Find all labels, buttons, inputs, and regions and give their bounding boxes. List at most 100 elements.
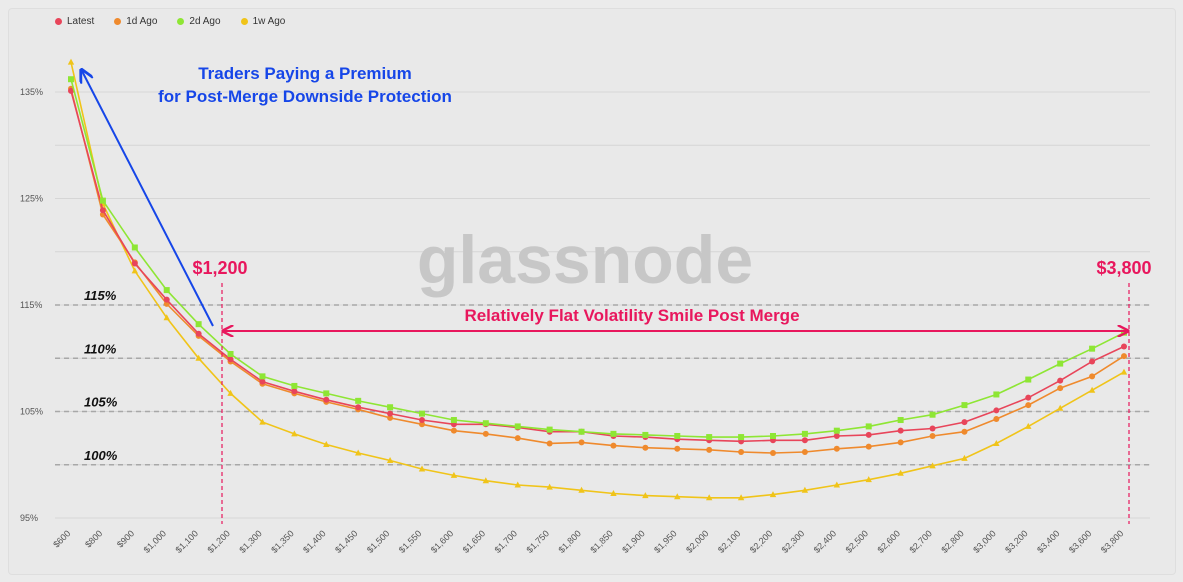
data-point[interactable] [1057,377,1064,384]
data-point[interactable] [578,439,585,446]
data-point[interactable] [929,432,936,439]
data-point[interactable] [482,420,489,427]
data-point[interactable] [737,494,745,501]
data-point[interactable] [354,449,362,456]
data-point[interactable] [961,419,968,426]
data-point[interactable] [993,415,1000,422]
data-point[interactable] [929,462,936,469]
data-point[interactable] [1121,353,1127,360]
data-point[interactable] [1025,422,1032,429]
data-point[interactable] [450,427,457,434]
data-point[interactable] [546,440,553,447]
data-point[interactable] [706,446,713,453]
data-point[interactable] [131,244,138,251]
data-point[interactable] [1056,404,1064,411]
data-point[interactable] [195,321,202,328]
data-point[interactable] [833,427,840,434]
data-point[interactable] [1025,402,1032,409]
data-point[interactable] [642,431,649,438]
data-point[interactable] [610,442,617,449]
data-point[interactable] [546,426,553,433]
data-point[interactable] [1089,345,1096,352]
data-point[interactable] [419,417,425,424]
data-point[interactable] [1025,376,1032,383]
data-point[interactable] [419,410,425,417]
data-point[interactable] [355,397,362,404]
data-point[interactable] [897,427,904,434]
data-point[interactable] [323,390,330,397]
data-point[interactable] [1025,394,1032,401]
data-point[interactable] [770,450,776,457]
data-point[interactable] [514,435,521,442]
data-point[interactable] [642,492,649,499]
data-point[interactable] [961,428,968,435]
data-point[interactable] [1088,386,1096,393]
data-point[interactable] [195,330,202,337]
data-point[interactable] [450,471,458,478]
data-point[interactable] [801,430,808,437]
data-point[interactable] [961,402,968,409]
data-point[interactable] [993,407,1000,414]
data-point[interactable] [1057,360,1064,367]
data-point[interactable] [259,373,266,380]
data-point[interactable] [163,296,170,303]
data-point[interactable] [674,445,681,452]
data-point[interactable] [578,486,585,493]
legend-item-1w-ago[interactable]: 1w Ago [240,16,285,27]
data-point[interactable] [387,410,394,417]
data-point[interactable] [865,476,872,483]
data-point[interactable] [227,350,234,357]
data-point[interactable] [1121,343,1127,350]
data-point[interactable] [993,439,1000,446]
data-point[interactable] [897,469,904,476]
data-point[interactable] [705,494,713,501]
data-point[interactable] [610,430,617,437]
data-point[interactable] [865,431,872,438]
data-point[interactable] [610,490,617,497]
data-point[interactable] [68,76,74,83]
data-point[interactable] [131,267,139,274]
data-point[interactable] [482,477,490,484]
data-point[interactable] [131,260,138,267]
data-point[interactable] [482,430,489,437]
data-point[interactable] [387,404,394,411]
data-point[interactable] [419,421,425,428]
legend-item-2d-ago[interactable]: 2d Ago [177,16,221,27]
data-point[interactable] [514,423,521,430]
data-point[interactable] [961,454,968,461]
data-point[interactable] [801,448,808,455]
data-point[interactable] [514,481,521,488]
data-point[interactable] [163,314,170,321]
data-point[interactable] [801,437,808,444]
data-point[interactable] [738,434,745,441]
data-point[interactable] [738,448,745,455]
data-point[interactable] [769,491,777,498]
data-point[interactable] [323,396,330,403]
data-point[interactable] [578,428,585,435]
data-point[interactable] [1120,368,1128,375]
data-point[interactable] [833,445,840,452]
data-point[interactable] [674,432,681,439]
data-point[interactable] [67,58,75,65]
data-point[interactable] [418,465,426,472]
data-point[interactable] [865,443,872,450]
data-point[interactable] [227,389,234,396]
data-point[interactable] [99,207,106,214]
legend-item-latest[interactable]: Latest [55,16,94,27]
data-point[interactable] [323,441,330,448]
data-point[interactable] [929,411,936,418]
data-point[interactable] [801,486,809,493]
data-point[interactable] [674,493,681,500]
data-point[interactable] [163,287,170,294]
data-point[interactable] [706,434,713,441]
data-point[interactable] [291,430,298,437]
data-point[interactable] [929,425,936,432]
data-point[interactable] [291,382,298,389]
data-point[interactable] [386,456,394,463]
data-point[interactable] [770,432,776,439]
data-point[interactable] [227,356,234,363]
data-point[interactable] [450,417,457,424]
data-point[interactable] [865,423,872,430]
data-point[interactable] [68,87,74,94]
data-point[interactable] [897,417,904,424]
